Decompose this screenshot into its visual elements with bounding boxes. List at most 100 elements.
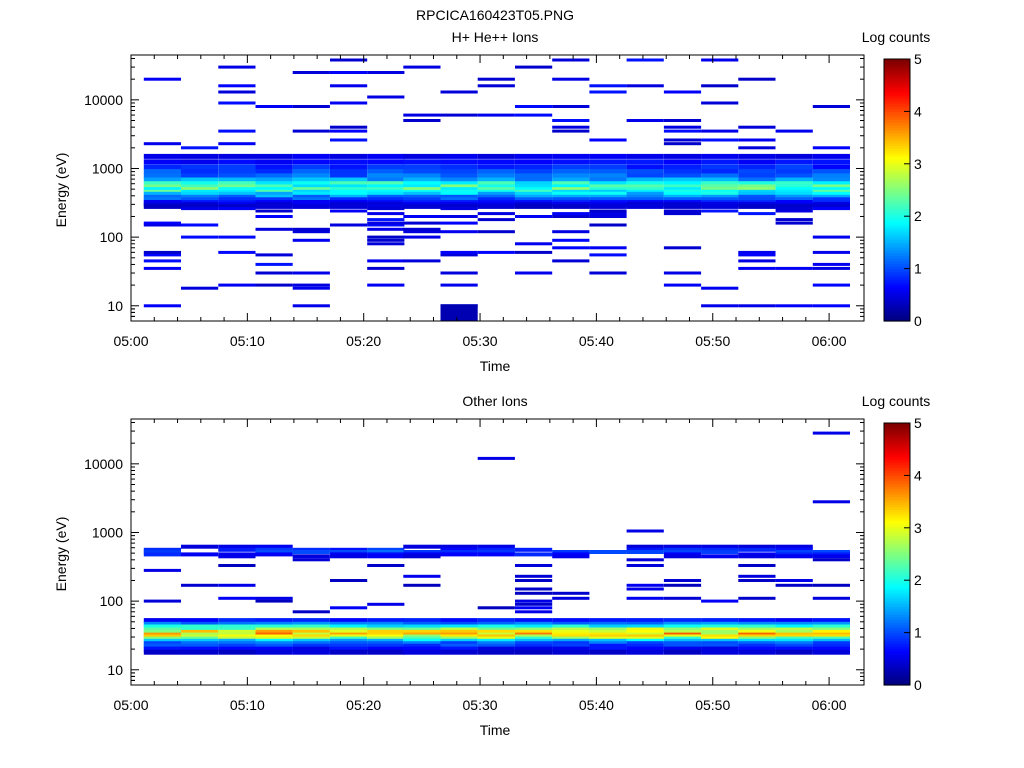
heatmap-cell (255, 283, 293, 287)
heatmap-cell (255, 181, 293, 187)
colorbar-segment (884, 491, 910, 495)
heatmap-cell (330, 129, 368, 133)
heatmap-cell (552, 203, 590, 209)
heatmap-cell (589, 164, 627, 170)
heatmap-cell (515, 643, 553, 649)
heatmap-cell (143, 153, 181, 159)
heatmap-cell (589, 177, 627, 183)
colorbar-segment (884, 148, 910, 152)
colorbar-segment (884, 548, 910, 552)
heatmap-cell (143, 184, 181, 190)
heatmap-cell (701, 181, 739, 187)
heatmap-cell (330, 629, 368, 635)
heatmap-cell (812, 558, 850, 562)
heatmap-cell (701, 286, 739, 290)
colorbar-segment (884, 449, 910, 453)
colorbar-tick-label: 4 (914, 467, 922, 483)
heatmap-cell (701, 618, 739, 624)
heatmap-cell (403, 227, 441, 231)
heatmap-cell (181, 223, 219, 227)
heatmap-cell (330, 153, 368, 159)
colorbar-segment (884, 517, 910, 521)
colorbar-segment (884, 276, 910, 280)
heatmap-cell (589, 169, 627, 175)
heatmap-cell (255, 177, 293, 183)
colorbar-segment (884, 593, 910, 597)
heatmap-cell (367, 187, 405, 193)
heatmap-cell (292, 71, 330, 74)
heatmap-cell (775, 197, 813, 203)
x-tick-label: 05:40 (579, 697, 614, 713)
heatmap-cell (330, 203, 368, 209)
heatmap-cell (812, 266, 850, 270)
heatmap-cell (701, 544, 739, 549)
colorbar-segment (884, 619, 910, 623)
heatmap-cell (477, 164, 515, 170)
colorbar-segment (884, 166, 910, 170)
heatmap-cell (367, 169, 405, 175)
heatmap-cell (292, 203, 330, 209)
heatmap-cell (143, 599, 181, 603)
heatmap-cell (403, 197, 441, 203)
colorbar-segment (884, 124, 910, 128)
heatmap-cell (552, 177, 590, 183)
colorbar-segment (884, 229, 910, 233)
heatmap-cell (775, 209, 813, 213)
heatmap-cell (738, 554, 776, 559)
colorbar-segment (884, 574, 910, 579)
heatmap-cell (440, 649, 478, 655)
colorbar-segment (884, 158, 910, 162)
x-tick-label: 05:30 (463, 697, 498, 713)
colorbar-segment (884, 454, 910, 458)
heatmap-cell (218, 250, 256, 254)
colorbar-segment (884, 650, 910, 655)
heatmap-cell (330, 550, 368, 554)
colorbar-segment (884, 153, 910, 157)
heatmap-cell (812, 624, 850, 630)
heatmap-cell (775, 629, 813, 635)
heatmap-cell (701, 547, 739, 552)
heatmap-cell (330, 173, 368, 179)
heatmap-cell (775, 641, 813, 647)
heatmap-cell (367, 259, 405, 263)
heatmap-cell (626, 177, 664, 183)
heatmap-cell (701, 159, 739, 165)
colorbar-segment (884, 635, 910, 639)
colorbar-segment (884, 294, 910, 299)
heatmap-cell (775, 169, 813, 175)
heatmap-cell (515, 587, 553, 591)
heatmap-cell (738, 184, 776, 190)
heatmap-cell (403, 618, 441, 624)
colorbar-segment (884, 121, 910, 126)
heatmap-cell (775, 547, 813, 552)
colorbar-segment (884, 260, 910, 264)
heatmap-cell (292, 558, 330, 562)
heatmap-cell (143, 173, 181, 179)
heatmap-cell (330, 579, 368, 582)
colorbar-segment (884, 559, 910, 563)
heatmap-cell (440, 191, 478, 197)
heatmap-cell (143, 142, 181, 146)
heatmap-cell (292, 173, 330, 179)
heatmap-cell (775, 624, 813, 630)
colorbar-segment (884, 179, 910, 183)
heatmap-cell (367, 618, 405, 624)
heatmap-cell (440, 230, 478, 234)
heatmap-cell (701, 554, 739, 559)
heatmap-cell (403, 187, 441, 193)
colorbar-segment (884, 87, 910, 92)
heatmap-cell (701, 629, 739, 635)
panel-bottom-title: Other Ions (462, 393, 527, 409)
heatmap-cell (626, 547, 664, 552)
heatmap-cell (663, 629, 702, 635)
heatmap-cell (701, 304, 739, 308)
heatmap-cell (701, 646, 739, 652)
heatmap-cell (292, 304, 330, 308)
colorbar-tick-label: 0 (914, 313, 922, 329)
heatmap-cell (515, 215, 553, 218)
heatmap-cell (143, 649, 181, 655)
heatmap-cell (589, 153, 627, 159)
heatmap-cell (218, 169, 256, 175)
heatmap-cell (812, 431, 850, 435)
heatmap-cell (403, 173, 441, 179)
